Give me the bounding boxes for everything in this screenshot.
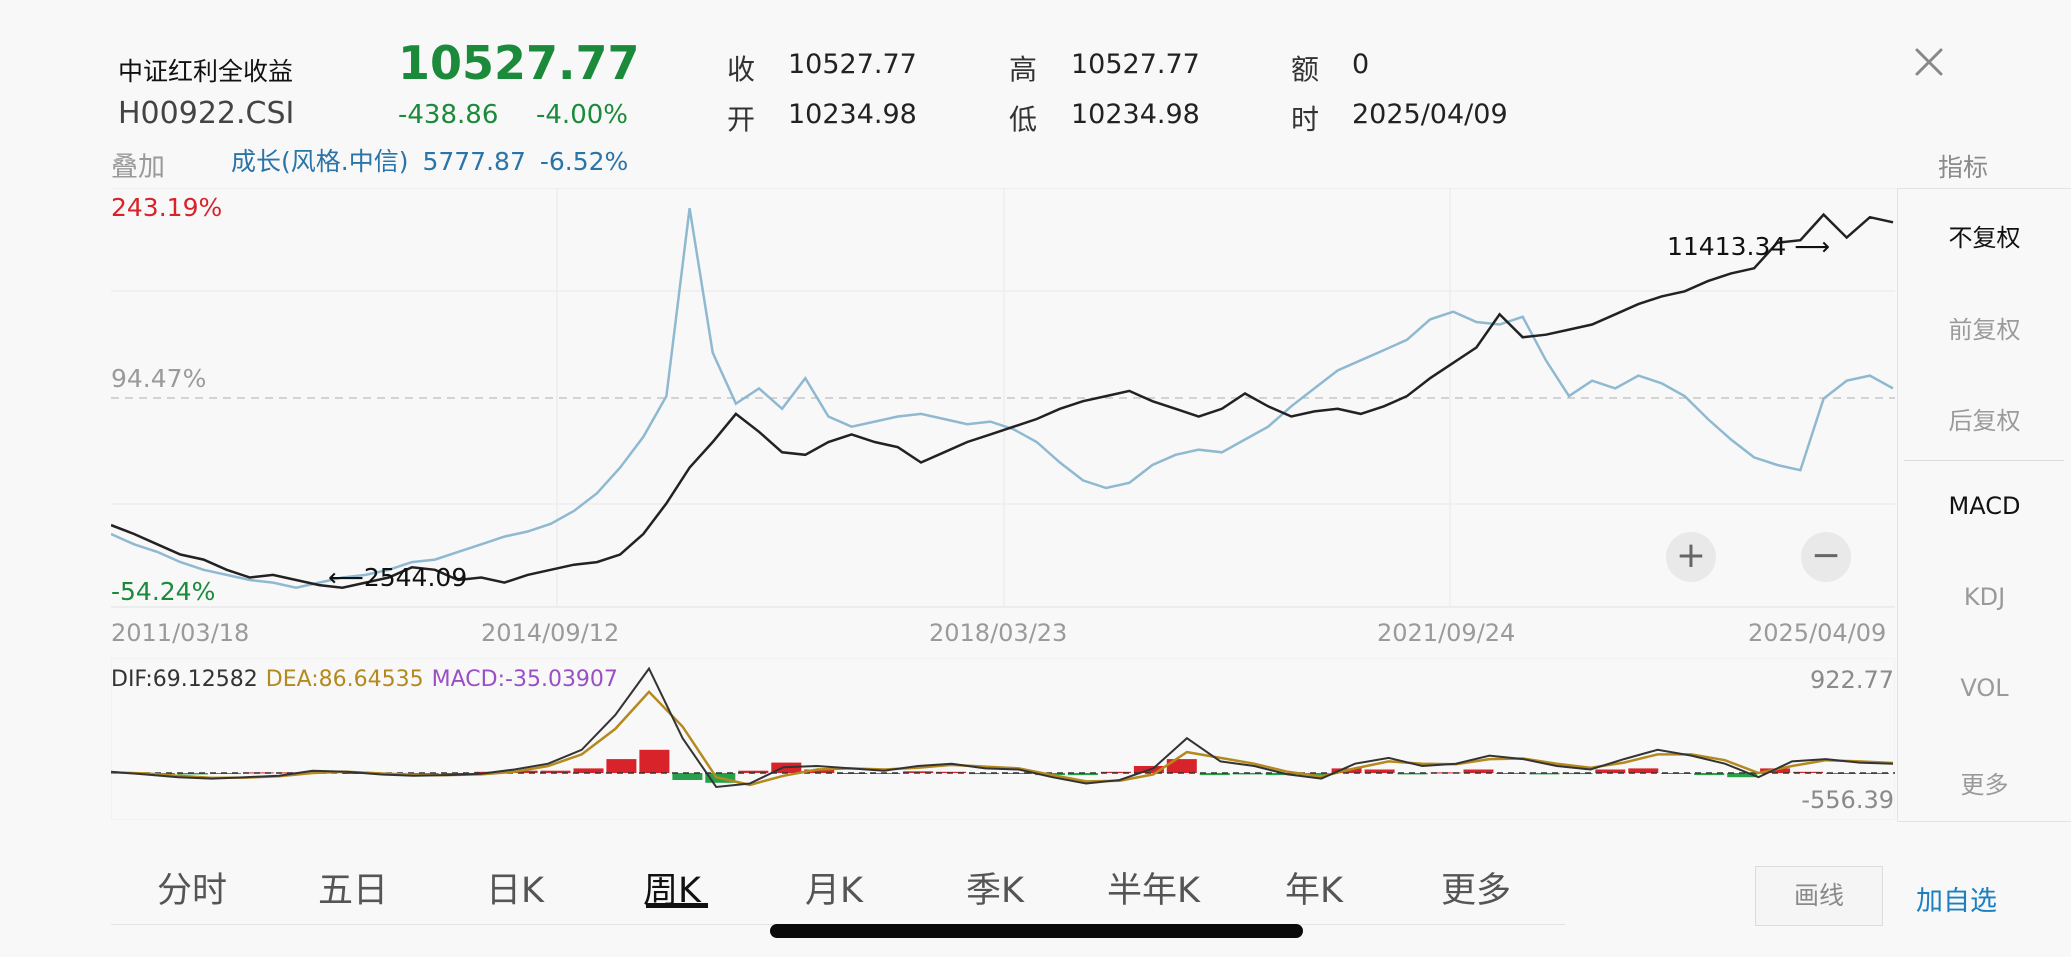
macd-bar bbox=[573, 768, 604, 773]
min-annotation: ⟵2544.09 bbox=[328, 563, 468, 592]
stat-label-open: 开 bbox=[727, 103, 756, 136]
stat-label-amount: 额 bbox=[1291, 53, 1320, 86]
stock-code: H00922.CSI bbox=[118, 96, 295, 131]
zoom-out-button[interactable]: − bbox=[1801, 532, 1851, 582]
stat-value-high: 10527.77 bbox=[1071, 49, 1200, 80]
macd-chart[interactable] bbox=[111, 658, 1895, 820]
macd-bar bbox=[1727, 773, 1758, 778]
side-divider bbox=[1904, 460, 2064, 461]
tab-monthly-k[interactable]: 月K bbox=[805, 871, 863, 911]
stat-value-low: 10234.98 bbox=[1071, 99, 1200, 130]
stat-label-high: 高 bbox=[1009, 53, 1038, 86]
price-change: -438.86 bbox=[398, 100, 499, 130]
tab-five-day[interactable]: 五日 bbox=[318, 871, 389, 911]
min-value: 2544.09 bbox=[363, 563, 468, 592]
tab-daily-k[interactable]: 日K bbox=[486, 871, 544, 911]
tab-half-year-k[interactable]: 半年K bbox=[1107, 871, 1200, 911]
macd-bar bbox=[1298, 773, 1329, 776]
price-chart[interactable] bbox=[111, 188, 1895, 608]
max-annotation: 11413.34 ⟶ bbox=[1667, 232, 1831, 261]
dea-line bbox=[111, 689, 1894, 787]
stock-name: 中证红利全收益 bbox=[118, 57, 294, 86]
macd-bar bbox=[1067, 773, 1098, 776]
macd-bar bbox=[804, 769, 835, 773]
home-indicator bbox=[770, 924, 1303, 938]
y-label-bottom: -54.24% bbox=[111, 577, 216, 606]
stat-label-low: 低 bbox=[1009, 103, 1038, 136]
stat-value-close: 10527.77 bbox=[788, 49, 917, 80]
x-tick-4: 2021/09/24 bbox=[1377, 619, 1516, 647]
close-icon[interactable] bbox=[1907, 40, 1951, 84]
tab-yearly-k[interactable]: 年K bbox=[1285, 871, 1343, 911]
macd-bar bbox=[738, 770, 769, 773]
stat-value-time: 2025/04/09 bbox=[1352, 99, 1508, 130]
macd-bar bbox=[606, 759, 637, 773]
overlay-value: 5777.87 bbox=[422, 147, 526, 176]
side-vol[interactable]: VOL bbox=[1960, 674, 2009, 702]
y-label-mid: 94.47% bbox=[111, 364, 207, 393]
overlay-info[interactable]: 成长(风格.中信) 5777.87 -6.52% bbox=[231, 142, 642, 178]
stat-label-close: 收 bbox=[727, 53, 756, 86]
overlay-name: 成长(风格.中信) bbox=[231, 147, 409, 176]
active-tab-indicator bbox=[646, 903, 708, 908]
macd-max-label: 922.77 bbox=[1810, 666, 1894, 694]
macd-value: MACD:-35.03907 bbox=[431, 667, 618, 692]
macd-bar bbox=[639, 749, 670, 773]
macd-bar bbox=[1595, 769, 1626, 773]
macd-bar bbox=[507, 770, 538, 773]
tab-more[interactable]: 更多 bbox=[1441, 871, 1512, 911]
overlay-series-line bbox=[111, 208, 1894, 589]
add-favorite-button[interactable]: 加自选 bbox=[1916, 886, 1997, 917]
price-series-line bbox=[111, 212, 1894, 589]
dif-value: DIF:69.12582 bbox=[111, 667, 258, 692]
draw-line-button[interactable]: 画线 bbox=[1755, 866, 1883, 926]
stat-value-open: 10234.98 bbox=[788, 99, 917, 130]
side-backward-adjust[interactable]: 后复权 bbox=[1948, 407, 2021, 435]
dif-line bbox=[111, 666, 1894, 789]
current-price: 10527.77 bbox=[398, 36, 640, 90]
indicator-panel bbox=[1897, 188, 2071, 822]
stat-label-time: 时 bbox=[1291, 103, 1320, 136]
dea-value: DEA:86.64535 bbox=[265, 667, 424, 692]
x-tick-1: 2011/03/18 bbox=[111, 619, 250, 647]
side-forward-adjust[interactable]: 前复权 bbox=[1948, 316, 2021, 344]
macd-bar bbox=[903, 771, 934, 773]
stat-value-amount: 0 bbox=[1352, 49, 1370, 80]
price-chart-grid bbox=[111, 188, 1895, 608]
macd-bar bbox=[540, 770, 571, 773]
macd-bar bbox=[1166, 759, 1197, 773]
tab-intraday[interactable]: 分时 bbox=[157, 871, 228, 911]
x-tick-3: 2018/03/23 bbox=[929, 619, 1068, 647]
y-label-top: 243.19% bbox=[111, 193, 223, 222]
macd-bar bbox=[672, 773, 703, 780]
side-no-adjust[interactable]: 不复权 bbox=[1948, 224, 2021, 252]
macd-min-label: -556.39 bbox=[1801, 786, 1894, 814]
price-change-pct: -4.00% bbox=[536, 100, 628, 130]
macd-bar bbox=[1265, 773, 1296, 776]
macd-bar bbox=[1364, 769, 1395, 773]
x-tick-5: 2025/04/09 bbox=[1748, 619, 1887, 647]
max-value: 11413.34 bbox=[1667, 232, 1787, 261]
macd-legend: DIF:69.12582 DEA:86.64535 MACD:-35.03907 bbox=[111, 667, 618, 692]
zoom-in-button[interactable]: + bbox=[1666, 532, 1716, 582]
macd-bar bbox=[1628, 768, 1659, 773]
overlay-pct: -6.52% bbox=[539, 147, 629, 176]
indicator-title[interactable]: 指标 bbox=[1938, 153, 1989, 182]
macd-bar bbox=[1463, 769, 1494, 773]
side-kdj[interactable]: KDJ bbox=[1963, 583, 2006, 611]
side-macd[interactable]: MACD bbox=[1948, 492, 2021, 520]
tab-quarterly-k[interactable]: 季K bbox=[966, 871, 1024, 911]
side-more[interactable]: 更多 bbox=[1960, 771, 2009, 799]
overlay-label[interactable]: 叠加 bbox=[111, 152, 165, 183]
macd-bar bbox=[1694, 773, 1725, 776]
x-tick-2: 2014/09/12 bbox=[481, 619, 620, 647]
macd-bar bbox=[1199, 773, 1230, 776]
